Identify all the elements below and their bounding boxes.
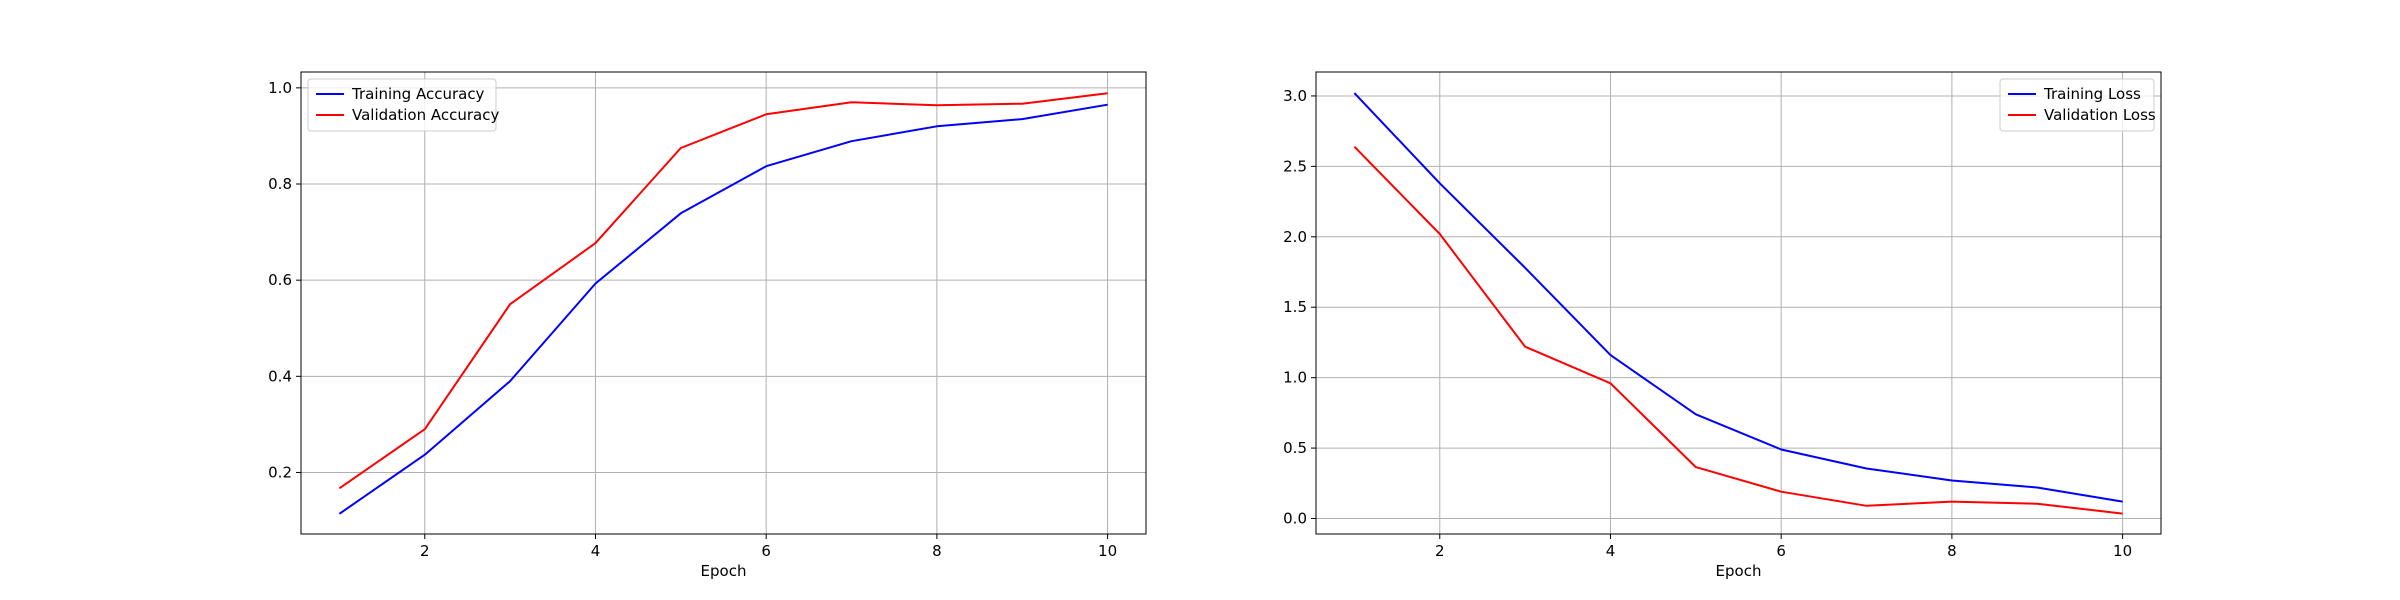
loss-x-tick-label: 8	[1947, 542, 1957, 560]
accuracy-ticks: 2 4 6 8 10 0.2 0.4 0.6 0.8 1.0	[268, 79, 1117, 560]
accuracy-series-line-1	[338, 92, 1108, 490]
loss-series-line-1	[1353, 146, 2123, 515]
accuracy-y-tick-label: 0.8	[268, 175, 292, 193]
accuracy-x-tick-label: 2	[420, 542, 430, 560]
accuracy-x-tick-label: 6	[761, 542, 771, 560]
loss-legend: Training Loss Validation Loss	[1999, 78, 2156, 132]
accuracy-series-line-0	[338, 103, 1108, 515]
accuracy-y-tick-label: 1.0	[268, 79, 292, 97]
loss-y-tick-label: 1.5	[1283, 298, 1307, 316]
loss-x-tick-label: 10	[2113, 542, 2132, 560]
accuracy-legend: Training Accuracy Validation Accuracy	[307, 78, 499, 132]
accuracy-chart: 2 4 6 8 10 0.2 0.4 0.6 0.8 1.0 Epoch Training Acc…	[268, 71, 1147, 580]
loss-y-tick-label: 0.0	[1283, 510, 1307, 528]
accuracy-y-tick-label: 0.2	[268, 463, 292, 481]
accuracy-legend-label: Training Accuracy	[351, 85, 485, 103]
loss-legend-label: Validation Loss	[2044, 106, 2156, 124]
loss-x-tick-label: 4	[1606, 542, 1616, 560]
accuracy-legend-box	[307, 78, 497, 132]
loss-series-line-0	[1353, 92, 2123, 503]
loss-x-tick-label: 2	[1435, 542, 1445, 560]
accuracy-legend-label: Validation Accuracy	[352, 106, 499, 124]
loss-y-tick-label: 3.0	[1283, 87, 1307, 105]
loss-x-axis-label: Epoch	[1716, 562, 1762, 580]
accuracy-x-tick-label: 10	[1098, 542, 1117, 560]
accuracy-axes-frame	[300, 71, 1147, 535]
accuracy-y-tick-label: 0.6	[268, 271, 292, 289]
loss-axes-frame	[1315, 71, 2162, 535]
accuracy-grid	[301, 72, 1146, 534]
loss-legend-box	[1999, 78, 2155, 132]
accuracy-x-tick-label: 4	[591, 542, 601, 560]
loss-y-tick-label: 2.0	[1283, 228, 1307, 246]
loss-legend-label: Training Loss	[2043, 85, 2141, 103]
loss-chart: 2 4 6 8 10 0.0 0.5 1.0 1.5 2.0 2.5 3.0 Epoch Traini…	[1283, 71, 2162, 580]
loss-lines	[1353, 92, 2123, 515]
loss-y-tick-label: 1.0	[1283, 369, 1307, 387]
loss-x-tick-label: 6	[1776, 542, 1786, 560]
loss-y-tick-label: 2.5	[1283, 157, 1307, 175]
accuracy-lines	[338, 92, 1108, 515]
loss-ticks: 2 4 6 8 10 0.0 0.5 1.0 1.5 2.0 2.5 3.0	[1283, 87, 2132, 560]
loss-y-tick-label: 0.5	[1283, 439, 1307, 457]
accuracy-x-tick-label: 8	[932, 542, 942, 560]
accuracy-x-axis-label: Epoch	[701, 562, 747, 580]
accuracy-y-tick-label: 0.4	[268, 367, 292, 385]
